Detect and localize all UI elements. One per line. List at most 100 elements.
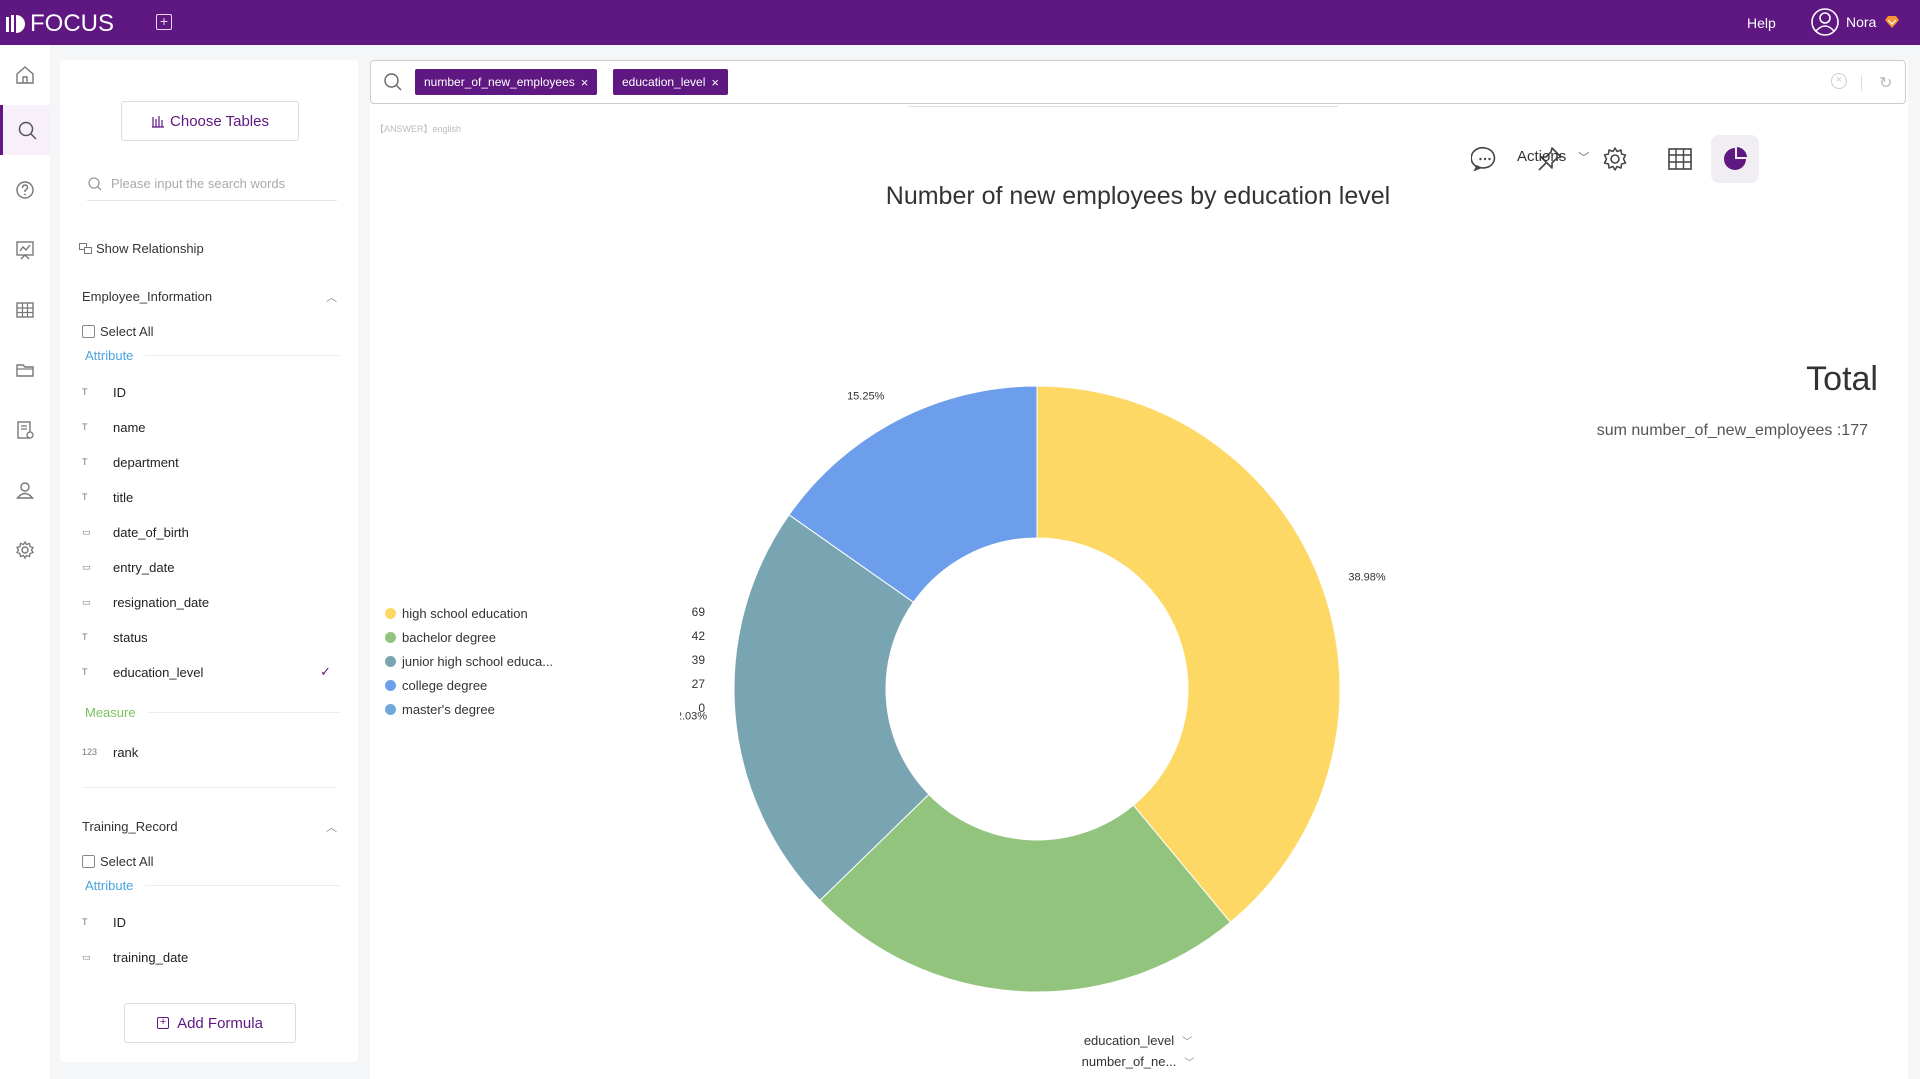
donut-slice[interactable] [733,514,930,902]
field-name: title [113,489,134,505]
legend-item[interactable]: college degree 27 [385,673,705,697]
legend-item[interactable]: high school education 69 [385,601,705,625]
category-axis-selector[interactable]: education_level ﹀ [370,1033,1906,1048]
refresh-icon[interactable]: ↻ [1879,75,1893,92]
main-panel: number_of_new_employees × education_leve… [370,60,1908,1079]
legend-label: college degree [402,677,488,693]
checkbox[interactable] [82,855,95,868]
focus-logo-icon [6,15,25,33]
field-search-input[interactable]: Please input the search words [87,167,337,201]
legend-swatch [385,679,396,691]
field-name: date_of_birth [113,524,189,540]
nav-files[interactable] [0,345,50,395]
legend-label: high school education [402,605,528,621]
legend-label: junior high school educa... [402,653,554,669]
field-name: rank [113,744,139,760]
chart-board-icon [16,241,34,260]
search-icon [384,73,402,91]
donut-slice[interactable] [819,793,1232,993]
summary-title: Total [1806,360,1878,398]
nav-search[interactable] [0,105,50,155]
legend-value: 0 [698,701,705,715]
select-all-label: Select All [100,324,154,339]
add-formula-button[interactable]: + Add Formula [124,1003,296,1043]
field-item[interactable]: ▭ resignation_date [82,592,337,612]
field-item[interactable]: ▭ entry_date [82,557,337,577]
field-name: education_level [113,664,204,680]
nav-dashboard[interactable] [0,225,50,275]
donut-slice[interactable] [788,385,1038,603]
query-search-bar[interactable]: number_of_new_employees × education_leve… [370,60,1906,104]
clear-query-icon[interactable]: × [1831,73,1847,89]
donut-slice[interactable] [1036,385,1341,923]
summary-value: sum number_of_new_employees :177 [1596,422,1868,439]
table-header-training-record[interactable]: Training_Record ︿ [82,819,337,834]
table-view-button[interactable] [1656,135,1704,183]
user-menu[interactable]: Nora [1810,7,1900,37]
field-item[interactable]: ▭ training_date [82,947,337,967]
field-name: department [113,454,179,470]
pin-button[interactable] [1526,135,1574,183]
search-icon [18,121,37,140]
field-item[interactable]: 123 rank [82,742,337,762]
field-item[interactable]: T ID [82,382,337,402]
legend-item[interactable]: junior high school educa... 39 [385,649,705,673]
logo[interactable]: FOCUS [6,10,114,38]
field-item[interactable]: T ID [82,912,337,932]
show-relationship-link[interactable]: Show Relationship [79,241,204,256]
text-type-icon: T [82,632,88,642]
close-icon[interactable]: × [711,74,719,90]
slice-percent-label: 38.98% [1348,572,1386,584]
settings-button[interactable] [1591,135,1639,183]
chevron-down-icon: ﹀ [1184,1058,1195,1069]
nav-help[interactable] [0,165,50,215]
nav-settings[interactable] [0,525,50,575]
close-icon[interactable]: × [580,74,589,90]
text-type-icon: T [82,422,88,432]
nav-users[interactable] [0,465,50,515]
checkmark-icon: ✓ [320,664,331,679]
chevron-up-icon[interactable]: ︿ [326,292,337,304]
measure-label: Measure [85,705,136,720]
nav-rail [0,45,50,1079]
select-all-checkbox[interactable]: Select All [82,854,153,869]
numeric-type-icon: 123 [82,747,98,757]
choose-tables-button[interactable]: Choose Tables [121,101,299,141]
attribute-label: Attribute [85,878,134,893]
legend-swatch [385,655,396,667]
top-bar: FOCUS + Help Nora [0,0,1920,45]
query-token[interactable]: education_level × [613,69,728,95]
answer-tag: 【ANSWER】english [375,124,462,134]
checkbox[interactable] [82,325,95,338]
select-all-checkbox[interactable]: Select All [82,324,153,339]
actions-label: Actions [1517,148,1567,165]
nav-home[interactable] [0,50,50,100]
legend-item[interactable]: master's degree 0 [385,697,705,721]
table-bars-icon [152,116,165,128]
pie-chart-view-button[interactable] [1711,135,1759,183]
show-relationship-label: Show Relationship [96,241,204,256]
nav-tasks[interactable] [0,405,50,455]
relationship-icon [79,243,92,254]
suggestion-underline [908,106,1338,107]
legend-value: 27 [691,677,705,691]
legend-item[interactable]: bachelor degree 42 [385,625,705,649]
comment-button[interactable] [1461,135,1509,183]
field-name: ID [113,384,126,400]
slice-percent-label: 15.25% [847,390,885,402]
new-tab-plus-icon[interactable]: + [156,14,172,30]
help-link[interactable]: Help [1747,15,1776,31]
query-token[interactable]: number_of_new_employees × [415,69,598,95]
actions-dropdown[interactable]: Actions ﹀ [1517,148,1589,165]
table-header-employee-information[interactable]: Employee_Information ︿ [82,289,337,304]
chevron-up-icon[interactable]: ︿ [326,822,337,834]
search-placeholder: Please input the search words [111,176,286,191]
nav-data[interactable] [0,285,50,335]
measure-axis-selector[interactable]: number_of_ne... ﹀ [370,1054,1906,1069]
field-item[interactable]: ▭ date_of_birth [82,522,337,542]
